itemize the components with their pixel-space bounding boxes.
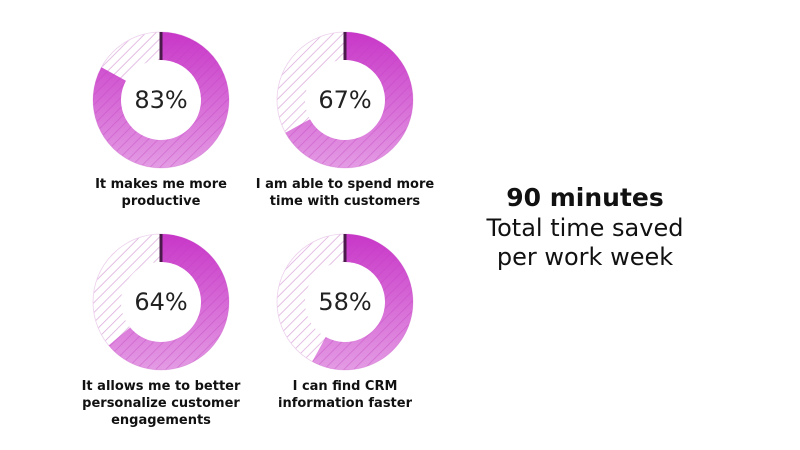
value-label: 83% <box>134 86 187 114</box>
callout: 90 minutes Total time saved per work wee… <box>480 183 690 272</box>
donut-label: I am able to spend more time with custom… <box>255 177 435 209</box>
start-marker <box>343 234 347 262</box>
callout-text: Total time saved per work week <box>486 214 684 271</box>
start-marker <box>343 32 347 60</box>
start-marker <box>159 234 163 262</box>
donut-arc <box>93 32 229 169</box>
headline: 90 minutes <box>506 183 664 212</box>
value-label: 58% <box>318 288 371 316</box>
donut-arc <box>108 234 229 370</box>
donut-label: It allows me to better personalize custo… <box>81 379 241 428</box>
donut-arc <box>285 32 413 168</box>
donut-label: I can find CRM information faster <box>277 379 413 411</box>
value-label: 67% <box>318 86 371 114</box>
value-label: 64% <box>134 288 187 316</box>
donut-arc <box>312 234 413 370</box>
start-marker <box>159 32 163 60</box>
donut-label: It makes me more productive <box>95 177 227 209</box>
